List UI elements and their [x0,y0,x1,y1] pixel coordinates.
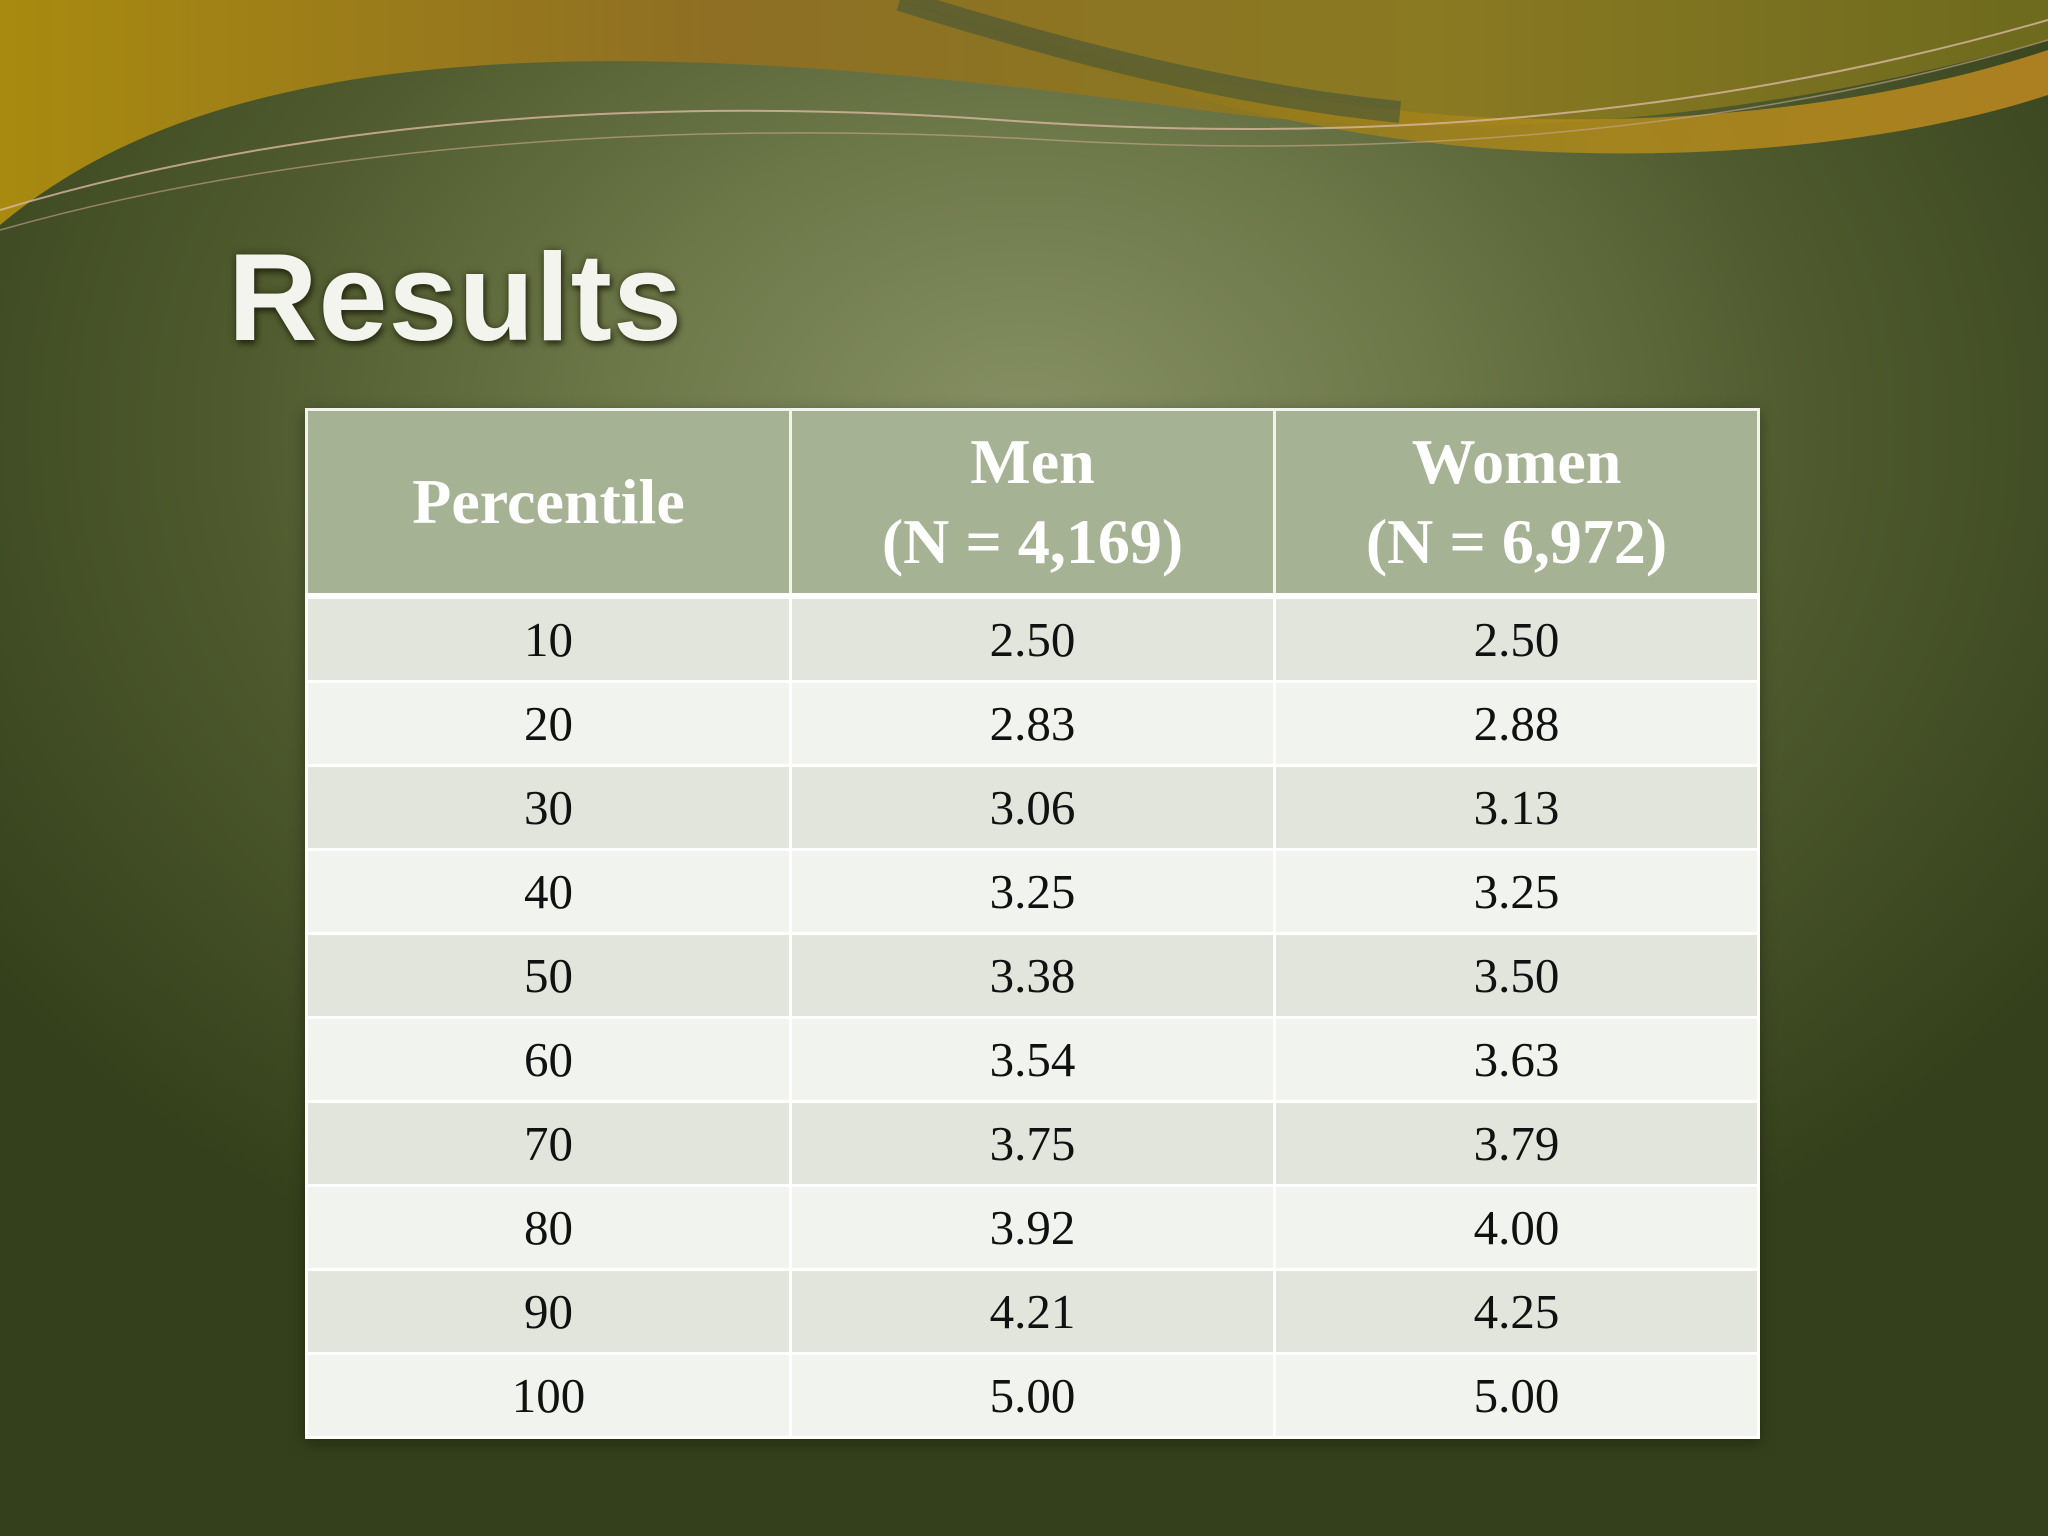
table-row: 70 3.75 3.79 [305,1101,1760,1187]
percentile-cell: 40 [305,849,792,935]
percentile-table: Percentile Men (N = 4,169) Women (N = 6,… [305,408,1760,1439]
header-line: Percentile [412,466,685,537]
table-row: 60 3.54 3.63 [305,1017,1760,1103]
header-subline: (N = 6,972) [1365,506,1668,577]
men-cell: 3.54 [789,1017,1276,1103]
men-cell: 3.92 [789,1185,1276,1271]
header-subline: (N = 4,169) [881,506,1184,577]
women-cell: 3.25 [1273,849,1760,935]
table-row: 40 3.25 3.25 [305,849,1760,935]
men-cell: 5.00 [789,1353,1276,1439]
percentile-cell: 60 [305,1017,792,1103]
percentile-cell: 70 [305,1101,792,1187]
women-cell: 2.50 [1273,596,1760,683]
column-header-women: Women (N = 6,972) [1273,408,1760,599]
table-header-row: Percentile Men (N = 4,169) Women (N = 6,… [305,408,1760,599]
percentile-cell: 100 [305,1353,792,1439]
decorative-wave-banner [0,0,2048,231]
men-cell: 3.06 [789,765,1276,851]
women-cell: 5.00 [1273,1353,1760,1439]
men-cell: 2.50 [789,596,1276,683]
percentile-cell: 80 [305,1185,792,1271]
percentile-cell: 20 [305,681,792,767]
table-row: 90 4.21 4.25 [305,1269,1760,1355]
men-cell: 3.25 [789,849,1276,935]
slide-title: Results [228,229,683,367]
women-cell: 4.00 [1273,1185,1760,1271]
men-cell: 3.75 [789,1101,1276,1187]
percentile-cell: 50 [305,933,792,1019]
percentile-cell: 30 [305,765,792,851]
women-cell: 3.63 [1273,1017,1760,1103]
column-header-percentile: Percentile [305,408,792,599]
women-cell: 4.25 [1273,1269,1760,1355]
women-cell: 3.13 [1273,765,1760,851]
women-cell: 3.50 [1273,933,1760,1019]
table-row: 20 2.83 2.88 [305,681,1760,767]
women-cell: 2.88 [1273,681,1760,767]
women-cell: 3.79 [1273,1101,1760,1187]
table-row: 30 3.06 3.13 [305,765,1760,851]
table-row: 100 5.00 5.00 [305,1353,1760,1439]
men-cell: 3.38 [789,933,1276,1019]
table-row: 80 3.92 4.00 [305,1185,1760,1271]
percentile-cell: 10 [305,596,792,683]
table-row: 10 2.50 2.50 [305,596,1760,683]
men-cell: 4.21 [789,1269,1276,1355]
table-row: 50 3.38 3.50 [305,933,1760,1019]
header-line: Women [1411,426,1622,497]
results-table: Percentile Men (N = 4,169) Women (N = 6,… [305,408,1760,1439]
percentile-cell: 90 [305,1269,792,1355]
column-header-men: Men (N = 4,169) [789,408,1276,599]
men-cell: 2.83 [789,681,1276,767]
header-line: Men [970,426,1095,497]
